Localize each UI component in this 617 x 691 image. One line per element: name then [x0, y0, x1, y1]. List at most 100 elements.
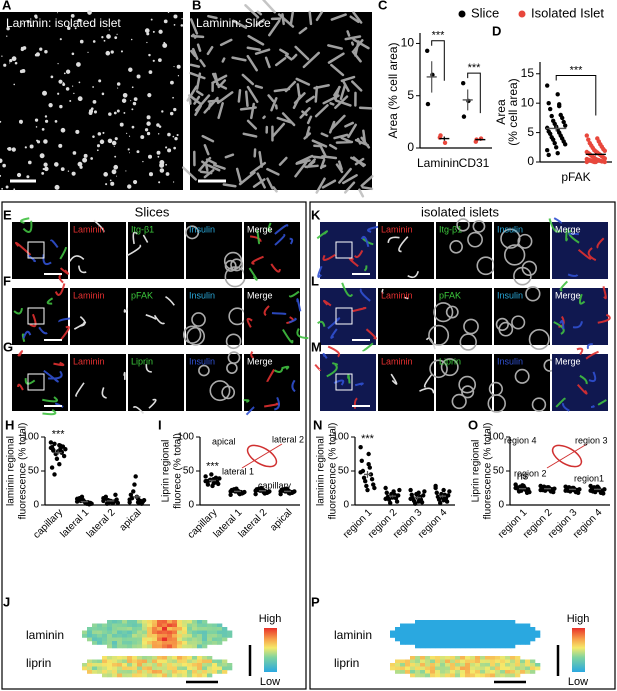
heatmap-cell: [430, 663, 436, 667]
heatmap-cell: [192, 641, 198, 645]
channel-label: pFAK: [439, 290, 461, 300]
heatmap-cell: [465, 673, 471, 678]
data-point: [549, 113, 554, 119]
data-point: [560, 115, 565, 121]
heatmap-cell: [217, 663, 223, 667]
image-label: Laminin: Slice: [196, 16, 271, 30]
heatmap-cell: [435, 656, 441, 660]
heatmap-cell: [400, 641, 406, 645]
heatmap-cell: [122, 634, 128, 638]
cell-outlines: [500, 228, 538, 286]
heatmap-cell: [142, 620, 148, 624]
heatmap-cell: [445, 634, 451, 638]
heatmap-cell: [465, 670, 471, 674]
heatmap-cell: [430, 656, 436, 660]
heatmap-cell: [470, 656, 476, 660]
heatmap-cell: [400, 666, 406, 671]
heatmap-cell: [400, 627, 406, 631]
heatmap-cell: [470, 644, 476, 649]
heatmap-cell: [430, 630, 436, 635]
heatmap-cell: [480, 627, 486, 631]
heatmap-label: laminin: [334, 628, 372, 642]
heatmap-cell: [132, 634, 138, 638]
heatmap-cell: [415, 659, 421, 664]
heatmap-cell: [445, 673, 451, 678]
heatmap-cell: [530, 637, 536, 642]
data-point: [557, 102, 562, 107]
heatmap-cell: [455, 663, 461, 667]
merge-signal: [282, 290, 309, 344]
heatmap-cell: [440, 659, 446, 664]
heatmap-cell: [460, 670, 466, 674]
heatmap-cell: [127, 641, 133, 645]
heatmap-cell: [112, 637, 118, 642]
heatmap-cell: [415, 630, 421, 635]
heatmap-cell: [470, 630, 476, 635]
cell-outlines: [495, 286, 550, 350]
heatmap-cell: [485, 663, 491, 667]
heatmap-cell: [515, 623, 521, 628]
heatmap-cell: [192, 644, 198, 649]
heatmap-cell: [475, 659, 481, 664]
heatmap-cell: [162, 656, 168, 660]
heatmap-cell: [490, 673, 496, 678]
heatmap-cell: [102, 627, 108, 631]
heatmap-cell: [460, 641, 466, 645]
data-point: [416, 499, 421, 504]
heatmap-cell: [495, 641, 501, 645]
heatmap-cell: [127, 666, 133, 671]
heatmap-cell: [440, 656, 446, 660]
heatmap-cell: [425, 641, 431, 645]
heatmap-cell: [430, 620, 436, 624]
data-point: [63, 447, 68, 452]
heatmap-cell: [400, 670, 406, 674]
heatmap-cell: [435, 666, 441, 671]
heatmap-cell: [480, 641, 486, 645]
heatmap-cell: [510, 627, 516, 631]
heatmap-cell: [167, 627, 173, 631]
heatmap-cell: [445, 630, 451, 635]
heatmap-cell: [415, 634, 421, 638]
panel-letter: B: [192, 0, 201, 12]
heatmap-cell: [97, 627, 103, 631]
data-point: [441, 498, 446, 503]
heatmap-cell: [525, 637, 531, 642]
heatmap-cell: [450, 630, 456, 635]
heatmap-cell: [405, 637, 411, 642]
heatmap-cell: [400, 637, 406, 642]
heatmap-cell: [212, 670, 218, 674]
heatmap-cell: [395, 630, 401, 635]
heatmap-cell: [117, 630, 123, 635]
micrograph: [244, 288, 300, 345]
heatmap-cell: [177, 637, 183, 642]
heatmap-cell: [122, 641, 128, 645]
data-point: [386, 497, 392, 502]
y-tick-label: 100: [487, 432, 504, 443]
heatmap-cell: [530, 634, 536, 638]
heatmap-cell: [182, 630, 188, 635]
data-point: [461, 114, 467, 119]
heatmap-cell: [440, 627, 446, 631]
heatmap-cell: [480, 623, 486, 628]
heatmap-cell: [142, 656, 148, 660]
heatmap-cell: [152, 644, 158, 649]
micrograph: [378, 354, 434, 411]
heatmap-cell: [420, 623, 426, 628]
channel-label: Liprin: [131, 356, 153, 366]
heatmap-cell: [202, 656, 208, 660]
data-point: [520, 483, 525, 488]
heatmap-cell: [127, 644, 133, 649]
heatmap-cell: [495, 666, 501, 671]
heatmap-cell: [167, 630, 173, 635]
heatmap-cell: [122, 663, 128, 667]
heatmap-cell: [162, 630, 168, 635]
heatmap-cell: [172, 620, 178, 624]
heatmap-cell: [102, 659, 108, 664]
heatmap-cell: [410, 641, 416, 645]
heatmap-cell: [197, 620, 203, 624]
data-point: [371, 482, 376, 487]
heatmap-cell: [182, 641, 188, 645]
heatmap-cell: [515, 666, 521, 671]
heatmap-cell: [207, 637, 213, 642]
heatmap-cell: [510, 659, 516, 664]
